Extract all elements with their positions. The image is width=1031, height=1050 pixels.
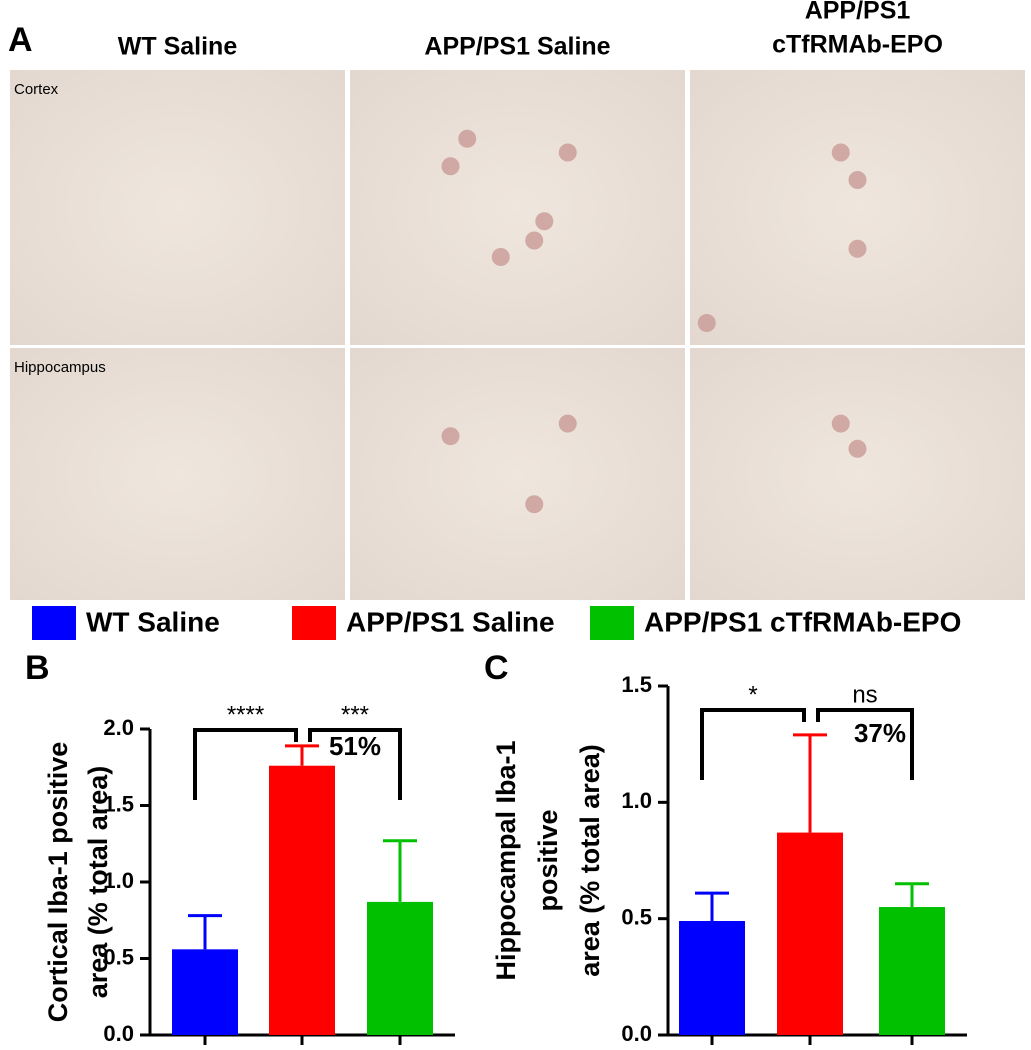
micrograph [10,70,345,345]
legend-label: APP/PS1 Saline [346,606,555,637]
micrograph [690,348,1025,600]
significance-label: **** [227,701,264,728]
panel-label: B [25,649,50,687]
legend-label: APP/PS1 cTfRMAb-EPO [644,606,961,637]
y-tick-label: 0.5 [621,904,652,929]
column-title: APP/PS1 Saline [424,33,610,61]
plaque [831,414,850,433]
percent-annotation: 37% [854,718,906,748]
legend-swatch [292,606,336,640]
micrograph [350,70,685,345]
plaque [848,439,867,458]
significance-label: * [748,681,757,708]
column-title: cTfRMAb-EPO [772,31,943,59]
column-title: WT Saline [118,33,238,61]
significance-label: *** [341,701,369,728]
plaque [441,157,460,176]
y-axis-label: positive [533,809,563,911]
micrograph [690,70,1025,345]
legend-swatch [590,606,634,640]
plaque [848,171,867,189]
y-tick-label: 0.5 [103,944,134,969]
plaque [848,239,867,258]
row-label: Hippocampus [14,359,106,376]
y-tick-label: 1.0 [103,868,134,893]
y-tick-label: 0.0 [103,1021,134,1046]
plaque [535,212,554,231]
micrograph [350,348,685,600]
bar [679,920,745,1035]
panel-label: C [484,649,509,687]
y-tick-label: 1.0 [621,788,652,813]
y-tick-label: 1.5 [103,791,134,816]
plaque [697,314,716,332]
significance-bracket [700,708,806,780]
plaque [491,248,510,266]
significance-bracket [308,728,402,800]
column-title: APP/PS1 [805,0,911,25]
significance-bracket [193,728,298,800]
y-axis-label: area (% total area) [83,766,113,999]
legend-label: WT Saline [86,606,220,637]
y-axis-label: area (% total area) [575,744,605,977]
percent-annotation: 51% [329,731,381,761]
bar [367,901,433,1035]
y-axis-label: Cortical Iba-1 positive [43,742,73,1023]
legend-swatch [32,606,76,640]
significance-label: ns [852,681,877,708]
panel-label: A [8,21,33,59]
plaque [558,143,577,162]
significance-bracket [816,708,914,780]
bar [777,832,843,1035]
y-axis-label: Hippocampal Iba-1 [491,740,521,980]
plaque [525,231,544,250]
plaque [525,495,544,514]
y-tick-label: 1.5 [621,672,652,697]
micrograph [10,348,345,600]
plaque [458,129,477,148]
row-label: Cortex [14,81,59,98]
bar [269,765,335,1035]
y-tick-label: 2.0 [103,715,134,740]
bar [879,907,945,1035]
bar [172,949,238,1035]
plaque [831,143,850,162]
y-tick-label: 0.0 [621,1021,652,1046]
plaque [558,414,577,433]
plaque [441,427,460,446]
